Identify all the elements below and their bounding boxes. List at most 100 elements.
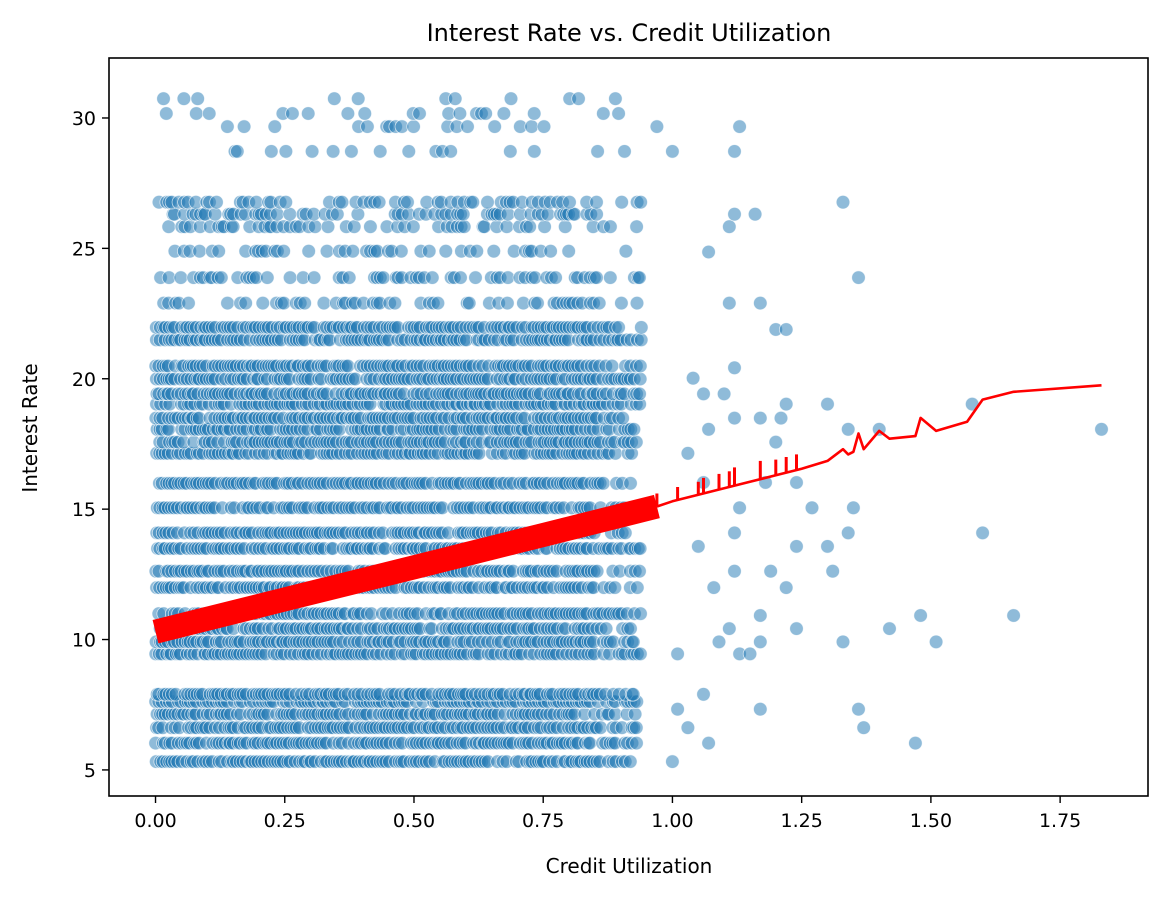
data-point [722,621,737,636]
data-point [236,119,252,134]
data-point [611,320,626,335]
data-point [249,194,264,210]
data-point [753,295,768,311]
data-point [975,525,990,541]
data-point [425,270,440,285]
data-point [722,295,737,311]
data-point [371,194,387,210]
data-point [727,525,742,541]
data-point [201,106,217,121]
data-point [159,106,174,121]
data-point [422,243,437,259]
data-point [633,194,648,210]
data-point [691,539,706,554]
data-point [727,144,742,159]
data-point [189,106,204,121]
data-point [340,106,356,121]
x-tick-label: 0.25 [264,810,306,832]
data-point [527,106,542,121]
data-point [443,144,458,159]
data-point [701,735,716,751]
data-point [562,194,577,210]
data-point [665,144,680,159]
data-point [727,360,742,376]
data-point [820,396,835,412]
data-point [629,295,645,311]
data-point [181,295,196,311]
data-point [220,295,235,311]
data-point [503,144,518,159]
data-point [603,219,618,234]
data-point [264,144,279,159]
data-point [753,608,768,623]
data-point [319,243,335,259]
plot-frame [108,57,1149,797]
data-point [297,295,312,311]
data-point [536,119,552,134]
data-point [589,270,604,285]
data-point [753,410,768,426]
data-point [633,371,648,387]
data-point [589,206,604,222]
data-point [401,144,417,159]
data-point [540,206,556,222]
data-point [626,687,641,702]
data-point [773,410,789,426]
data-point [357,106,373,121]
data-point [742,646,758,662]
data-point [561,243,576,259]
data-point [330,206,345,222]
x-tick-label: 1.50 [910,810,952,832]
data-point [363,219,378,234]
data-point [156,91,171,106]
data-point [278,194,294,210]
data-point [558,219,573,234]
data-point [789,621,804,636]
data-point [665,754,680,769]
trend-line [656,384,1102,508]
y-tick-label: 30 [72,108,96,130]
data-point [633,358,648,374]
data-point [630,580,645,595]
data-point [732,119,747,134]
data-point [282,270,298,285]
data-point [614,295,629,311]
data-point [344,144,359,159]
data-point [711,634,727,650]
data-point [589,564,605,579]
data-point [527,144,542,159]
data-point [913,608,928,623]
data-point [820,539,835,554]
y-axis-label: Interest Rate [18,363,42,492]
data-point [342,270,357,285]
data-point [632,270,647,285]
data-point [722,219,737,234]
data-point [627,706,643,722]
data-point [825,564,840,579]
data-point [632,564,647,579]
y-tick-label: 5 [84,760,96,782]
data-point [779,396,794,412]
data-point [604,358,620,374]
x-axis-label: Credit Utilization [546,854,713,878]
data-point [768,434,784,450]
data-point [567,206,582,222]
data-point [325,144,341,159]
data-point [412,106,427,121]
data-point [468,270,483,285]
data-point [306,270,322,285]
data-point [851,270,866,285]
data-point [680,446,696,461]
data-point [589,194,604,210]
data-point [161,219,176,234]
data-point [582,735,598,751]
data-point [841,422,856,437]
data-point [634,332,649,348]
data-point [727,564,742,579]
data-point [623,476,638,491]
x-tick-label: 0.00 [134,810,176,832]
data-point [603,270,618,285]
data-point [360,119,375,134]
data-point [487,119,502,134]
data-point [629,735,644,751]
